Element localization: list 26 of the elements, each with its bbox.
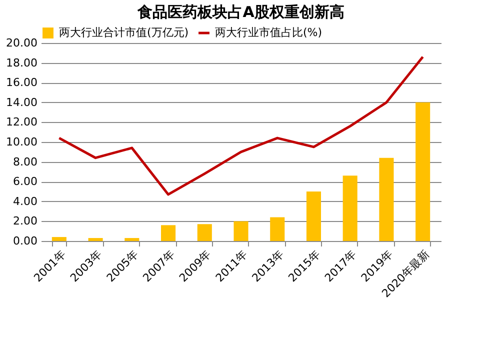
y-tick-label: 10.00 xyxy=(6,136,38,148)
y-tick-label: 18.00 xyxy=(6,56,38,70)
bar xyxy=(306,192,321,241)
bar xyxy=(270,217,285,241)
y-tick-label: 16.00 xyxy=(6,76,38,90)
y-tick-label: 4.00 xyxy=(13,194,38,208)
bar xyxy=(342,176,358,241)
bar xyxy=(416,102,430,241)
bar xyxy=(88,238,103,241)
y-tick-label: 0.00 xyxy=(13,234,38,248)
bar xyxy=(197,224,212,241)
legend-label: 两大行业市值占比(%) xyxy=(215,26,322,39)
bar xyxy=(124,238,140,241)
line-series xyxy=(58,56,424,196)
bar xyxy=(161,225,176,241)
y-tick-label: 14.00 xyxy=(6,96,38,109)
y-tick-label: 8.00 xyxy=(13,155,38,168)
bar xyxy=(379,158,394,241)
y-tick-label: 20.00 xyxy=(6,36,38,50)
bar xyxy=(52,237,66,241)
y-tick-label: 6.00 xyxy=(13,175,38,188)
legend-label: 两大行业合计市值(万亿元) xyxy=(59,26,189,39)
y-tick-label: 2.00 xyxy=(13,214,38,228)
y-tick-label: 12.00 xyxy=(6,116,38,129)
bar xyxy=(234,221,248,241)
chart-title: 食品医药板块占A股权重创新高 xyxy=(136,3,344,21)
